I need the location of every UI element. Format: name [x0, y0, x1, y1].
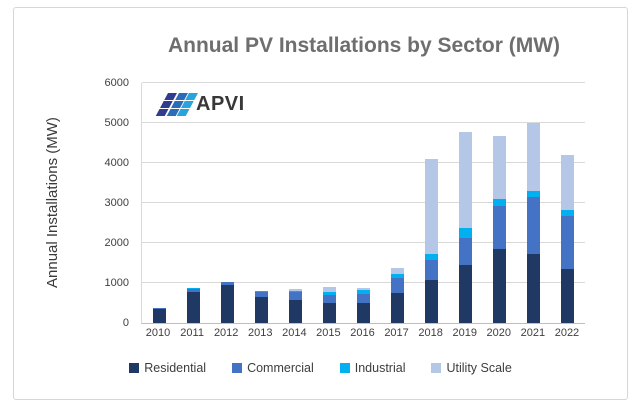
x-tick-label-2017: 2017: [384, 327, 409, 339]
y-tick-label-6000: 6000: [104, 77, 129, 89]
bar-utility-scale-2018: [425, 159, 439, 254]
bar-industrial-2017: [391, 274, 405, 278]
x-tick-label-2018: 2018: [418, 327, 443, 339]
gridline-1000: [142, 282, 585, 283]
bar-residential-2015: [322, 302, 336, 323]
bar-commercial-2010: [152, 307, 166, 309]
legend-item-industrial: Industrial: [339, 361, 406, 375]
legend-label-commercial: Commercial: [247, 361, 314, 375]
bar-utility-scale-2014: [288, 289, 302, 291]
legend-label-residential: Residential: [144, 361, 207, 375]
legend-item-commercial: Commercial: [232, 361, 314, 375]
gridline-6000: [142, 82, 585, 83]
bar-residential-2021: [527, 254, 541, 323]
y-tick-label-2000: 2000: [104, 237, 129, 249]
bar-residential-2011: [186, 291, 200, 323]
legend-swatch-utility-scale: [431, 363, 442, 373]
bar-industrial-2015: [322, 291, 336, 295]
bar-commercial-2011: [186, 289, 200, 292]
legend: Residential Commercial Industrial Utilit…: [14, 361, 627, 375]
bar-industrial-2013: [254, 291, 268, 293]
legend-swatch-industrial: [339, 363, 350, 373]
x-tick-label-2014: 2014: [282, 327, 307, 339]
chart-frame: Annual PV Installations by Sector (MW) A…: [13, 7, 628, 400]
bar-commercial-2021: [527, 197, 541, 255]
bar-utility-scale-2020: [493, 135, 507, 199]
bar-industrial-2022: [561, 210, 575, 216]
gridline-5000: [142, 122, 585, 123]
bar-industrial-2018: [425, 253, 439, 260]
bar-utility-scale-2021: [527, 123, 541, 191]
gridline-2000: [142, 242, 585, 243]
bar-commercial-2022: [561, 215, 575, 269]
bar-residential-2016: [357, 302, 370, 323]
gridline-3000: [142, 202, 585, 203]
bar-commercial-2016: [357, 293, 370, 303]
bar-industrial-2011: [186, 288, 200, 290]
bar-residential-2010: [152, 309, 166, 323]
x-tick-label-2011: 2011: [180, 327, 204, 339]
bar-utility-scale-2017: [391, 267, 405, 275]
bar-industrial-2016: [357, 290, 370, 294]
solar-panel-icon: [156, 93, 198, 116]
bar-residential-2022: [561, 268, 575, 323]
y-axis-ticks: 0 1000 2000 3000 4000 5000 6000: [14, 76, 129, 330]
x-tick-label-2022: 2022: [554, 327, 580, 339]
bar-commercial-2012: [220, 281, 234, 285]
bar-residential-2013: [254, 297, 268, 323]
gridline-4000: [142, 162, 585, 163]
bar-utility-scale-2019: [459, 131, 473, 229]
legend-swatch-residential: [129, 363, 140, 373]
bar-commercial-2018: [425, 259, 439, 281]
bar-residential-2018: [425, 280, 439, 323]
bar-commercial-2020: [493, 206, 507, 249]
legend-label-utility-scale: Utility Scale: [446, 361, 512, 375]
x-tick-label-2016: 2016: [350, 327, 375, 339]
apvi-logo-text: APVI: [196, 93, 245, 115]
bar-industrial-2020: [493, 198, 507, 207]
x-tick-label-2012: 2012: [213, 327, 239, 339]
bar-commercial-2019: [459, 237, 473, 266]
x-axis-labels: 2010 2011 2012 2013 2014 2015 2016 2017 2018 2019…: [141, 327, 584, 341]
x-tick-label-2015: 2015: [316, 327, 341, 339]
x-tick-label-2020: 2020: [486, 327, 512, 339]
y-tick-label-5000: 5000: [104, 117, 129, 129]
bar-commercial-2013: [254, 292, 268, 297]
apvi-logo: APVI: [156, 93, 245, 116]
bar-utility-scale-2022: [561, 155, 575, 211]
bar-residential-2020: [493, 248, 507, 323]
y-tick-label-0: 0: [122, 317, 129, 329]
bar-commercial-2015: [322, 295, 336, 303]
bar-residential-2012: [220, 285, 234, 323]
bar-utility-scale-2016: [357, 288, 370, 290]
bar-industrial-2019: [459, 228, 473, 238]
x-tick-label-2021: 2021: [520, 327, 546, 339]
x-tick-label-2019: 2019: [452, 327, 477, 339]
legend-item-residential: Residential: [129, 361, 206, 375]
chart-title: Annual PV Installations by Sector (MW): [167, 34, 561, 57]
y-tick-label-4000: 4000: [104, 157, 129, 169]
bar-residential-2017: [391, 293, 405, 323]
plot-area: APVI: [141, 82, 585, 324]
y-tick-label-1000: 1000: [104, 277, 129, 289]
bar-residential-2014: [288, 299, 302, 323]
bar-utility-scale-2015: [322, 287, 336, 292]
legend-label-industrial: Industrial: [354, 361, 406, 375]
bar-commercial-2017: [391, 277, 405, 294]
bar-industrial-2021: [527, 191, 541, 197]
x-tick-label-2010: 2010: [145, 327, 171, 339]
bar-industrial-2014: [288, 290, 302, 293]
legend-item-utility-scale: Utility Scale: [431, 361, 512, 375]
x-tick-label-2013: 2013: [248, 327, 273, 339]
y-tick-label-3000: 3000: [104, 197, 129, 209]
legend-swatch-commercial: [232, 363, 243, 373]
bar-commercial-2014: [288, 292, 302, 300]
bar-residential-2019: [459, 265, 473, 323]
